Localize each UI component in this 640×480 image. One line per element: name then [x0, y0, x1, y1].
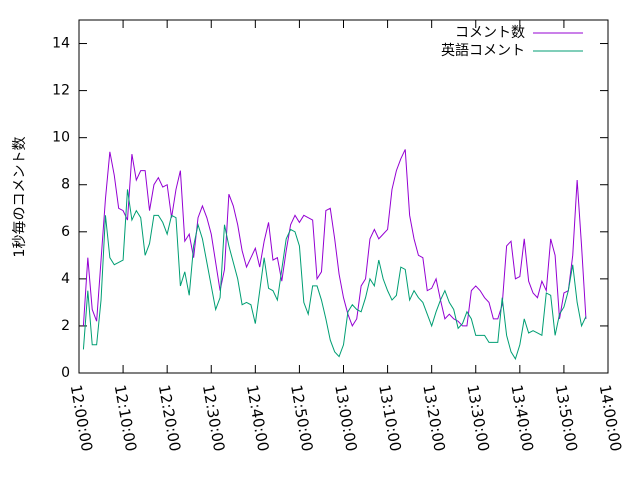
legend-label: コメント数 — [455, 25, 525, 41]
y-tick-label: 8 — [61, 177, 70, 193]
x-tick-label: 13:10:00 — [375, 383, 404, 452]
plot-border — [78, 19, 609, 374]
x-tick-label: 13:00:00 — [331, 383, 360, 452]
x-tick-label: 12:40:00 — [243, 383, 272, 452]
y-tick-label: 2 — [61, 318, 70, 334]
x-tick-label: 13:40:00 — [507, 383, 536, 452]
legend-label: 英語コメント — [441, 42, 525, 59]
x-tick-label: 12:00:00 — [67, 383, 96, 452]
y-tick-label: 14 — [52, 36, 70, 52]
x-tick-label: 12:20:00 — [155, 383, 184, 452]
series-line — [82, 149, 587, 328]
y-tick-label: 4 — [61, 271, 70, 287]
y-tick-label: 10 — [52, 130, 70, 146]
y-tick-label: 6 — [61, 224, 70, 240]
x-tick-label: 12:30:00 — [199, 383, 228, 452]
series-line — [82, 189, 587, 361]
x-tick-label: 12:50:00 — [287, 383, 316, 452]
x-tick-label: 13:30:00 — [463, 383, 492, 452]
x-tick-label: 14:00:00 — [596, 383, 625, 452]
y-tick-label: 12 — [52, 83, 70, 99]
x-tick-label: 12:10:00 — [111, 383, 140, 452]
y-tick-label: 0 — [61, 365, 70, 381]
x-tick-label: 13:50:00 — [552, 383, 581, 452]
y-axis-label: 1秒毎のコメント数 — [12, 137, 28, 258]
x-tick-label: 13:20:00 — [419, 383, 448, 452]
